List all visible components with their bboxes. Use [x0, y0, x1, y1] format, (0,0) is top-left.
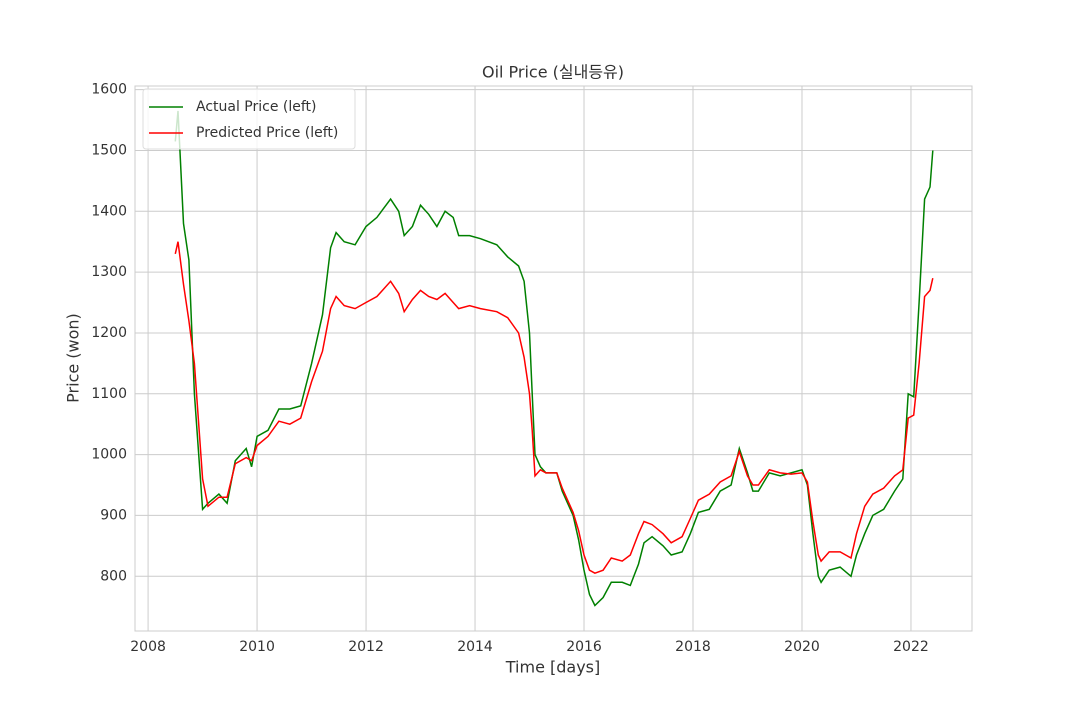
x-tick-label: 2018	[675, 639, 711, 655]
legend-label: Actual Price (left)	[196, 99, 317, 115]
legend-box	[142, 88, 356, 150]
series-line	[174, 241, 934, 575]
x-tick-label: 2014	[457, 639, 493, 655]
y-tick-label: 800	[100, 568, 127, 584]
y-tick-label: 900	[100, 507, 127, 523]
y-tick-label: 1000	[91, 447, 127, 463]
series-line	[174, 110, 934, 607]
y-tick-label: 1200	[91, 325, 127, 341]
plot-frame	[134, 85, 973, 632]
x-tick-label: 2022	[893, 639, 929, 655]
x-tick-label: 2020	[784, 639, 820, 655]
y-tick-label: 1400	[91, 203, 127, 219]
x-tick-label: 2016	[566, 639, 602, 655]
chart-title: Oil Price (실내등유)	[482, 63, 624, 82]
x-axis-label: Time [days]	[505, 658, 601, 677]
y-tick-label: 1600	[91, 82, 127, 98]
y-axis-label: Price (won)	[64, 313, 83, 403]
y-tick-label: 1500	[91, 142, 127, 158]
x-tick-label: 2008	[130, 639, 166, 655]
y-tick-label: 1300	[91, 264, 127, 280]
x-tick-label: 2012	[348, 639, 384, 655]
legend-label: Predicted Price (left)	[196, 125, 338, 141]
x-tick-label: 2010	[239, 639, 275, 655]
y-tick-label: 1100	[91, 386, 127, 402]
